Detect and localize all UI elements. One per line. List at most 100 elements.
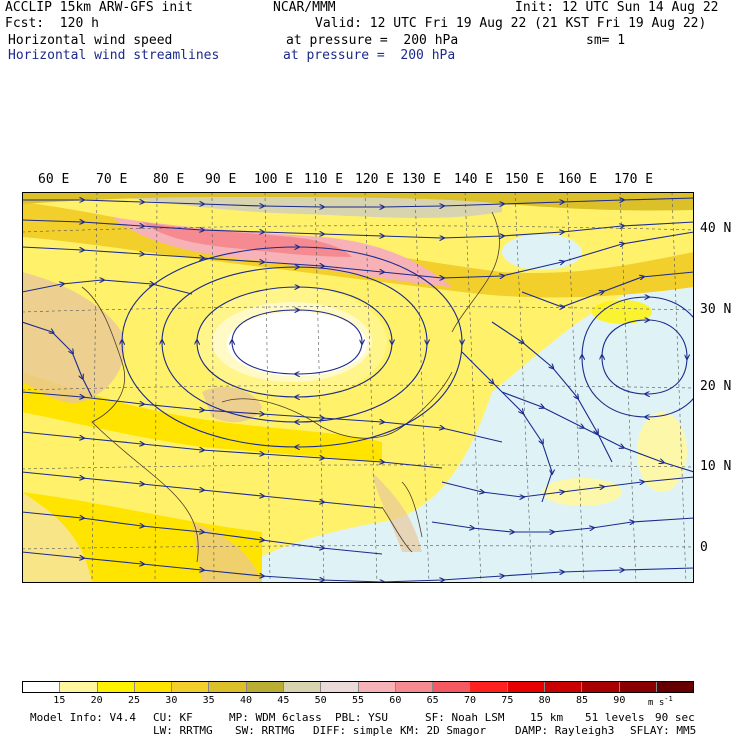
colorbar-tick-label: 45 xyxy=(277,695,290,706)
microphysics-scheme: MP: WDM 6class xyxy=(229,711,322,724)
colorbar-tick-label: 80 xyxy=(538,695,551,706)
lon-gridline xyxy=(619,192,637,583)
smoothing-label: sm= 1 xyxy=(586,33,626,48)
lon-gridline xyxy=(364,192,378,583)
colorbar-swatch xyxy=(134,682,173,692)
colorbar-swatch xyxy=(507,682,545,692)
km-scheme: KM: 2D Smagor xyxy=(400,724,487,737)
lon-label: 140 E xyxy=(454,172,494,187)
colorbar-swatch xyxy=(97,682,135,692)
streamline xyxy=(22,471,383,509)
streamline xyxy=(501,391,694,473)
speed-patch xyxy=(542,478,622,506)
wind-speed-map xyxy=(22,192,694,583)
colorbar-swatch xyxy=(582,682,620,692)
lon-gridline xyxy=(514,192,533,583)
cumulus-scheme: CU: KF xyxy=(153,711,193,724)
colorbar-tick-label: 30 xyxy=(165,695,178,706)
pbl-scheme: PBL: YSU xyxy=(335,711,388,724)
colorbar-swatch xyxy=(395,682,434,692)
lon-label: 80 E xyxy=(153,172,185,187)
colorbar-tick-label: 50 xyxy=(314,695,327,706)
colorbar-swatch xyxy=(23,682,61,692)
lon-label: 160 E xyxy=(558,172,598,187)
colorbar-swatch xyxy=(433,682,471,692)
colorbar-tick-label: 40 xyxy=(239,695,253,706)
lon-gridline xyxy=(464,192,482,583)
lat-label: 20 N xyxy=(700,379,732,394)
lat-label: 0 xyxy=(700,540,708,555)
lon-label: 170 E xyxy=(614,172,654,187)
land-area xyxy=(22,492,92,583)
colorbar-tick-label: 35 xyxy=(202,695,215,706)
colorbar-tick-label: 70 xyxy=(463,695,477,706)
anticyclone-core xyxy=(227,312,367,376)
forecast-hour: Fcst: 120 h xyxy=(5,16,99,31)
lat-label: 30 N xyxy=(700,302,732,317)
model-title: ACCLIP 15km ARW-GFS init xyxy=(5,0,193,15)
colorbar-tick-label: 20 xyxy=(90,695,103,706)
lon-label: 100 E xyxy=(254,172,294,187)
lon-label: 120 E xyxy=(355,172,395,187)
streamline xyxy=(431,517,694,532)
lon-label: 130 E xyxy=(402,172,442,187)
streamline xyxy=(441,476,694,497)
lat-gridline xyxy=(22,384,694,391)
colorbar-tick-label: 75 xyxy=(501,695,514,706)
colorbar-tick-label: 55 xyxy=(351,695,365,706)
lon-label: 60 E xyxy=(38,172,70,187)
grid-spacing: 15 km xyxy=(530,711,564,724)
colorbar-swatch xyxy=(321,682,359,692)
lon-label: 90 E xyxy=(205,172,237,187)
lat-gridline xyxy=(22,545,694,550)
lat-label: 40 N xyxy=(700,221,732,236)
colorbar-swatch xyxy=(619,682,657,692)
colorbar-swatch xyxy=(470,682,508,692)
coastline xyxy=(381,481,423,553)
vertical-levels: 51 levels xyxy=(585,711,645,724)
lat-label: 10 N xyxy=(700,459,732,474)
lon-label: 70 E xyxy=(96,172,128,187)
streamline xyxy=(22,198,694,207)
streamline xyxy=(22,511,383,555)
lat-gridline xyxy=(22,464,694,470)
lon-gridline xyxy=(414,192,430,583)
colorbar-swatch xyxy=(544,682,583,692)
lon-label: 150 E xyxy=(505,172,545,187)
colorbar-tick-label: 60 xyxy=(389,695,402,706)
land-area xyxy=(372,472,422,552)
wind-speed-colorbar xyxy=(22,681,694,693)
map-frame xyxy=(22,192,694,583)
colorbar-swatch xyxy=(172,682,210,692)
lon-gridline xyxy=(566,192,585,583)
field1-level: at pressure = 200 hPa xyxy=(286,33,459,48)
colorbar-tick-label: 65 xyxy=(426,695,439,706)
surface-layer-scheme: SFLAY: MM5 xyxy=(630,724,697,737)
colorbar-swatch xyxy=(60,682,98,692)
colorbar-units: m s-1 xyxy=(648,695,673,708)
lon-label: 110 E xyxy=(304,172,344,187)
streamline xyxy=(22,391,503,443)
streamline xyxy=(521,271,694,307)
colorbar-swatch xyxy=(209,682,247,692)
time-step: 90 sec xyxy=(655,711,695,724)
streamline xyxy=(22,280,193,295)
streamline xyxy=(22,551,694,582)
streamline xyxy=(22,431,443,469)
field1-name: Horizontal wind speed xyxy=(8,33,173,48)
jet-band xyxy=(22,192,694,211)
colorbar-swatch xyxy=(358,682,396,692)
lon-gridline xyxy=(671,192,687,583)
init-time: Init: 12 UTC Sun 14 Aug 22 xyxy=(515,0,719,15)
colorbar-tick-label: 90 xyxy=(613,695,626,706)
colorbar-tick-label: 15 xyxy=(53,695,66,706)
field2-level: at pressure = 200 hPa xyxy=(283,48,456,63)
colorbar-tick-label: 25 xyxy=(127,695,141,706)
longwave-scheme: LW: RRTMG xyxy=(153,724,213,737)
center-label: NCAR/MMM xyxy=(273,0,336,15)
colorbar-swatch xyxy=(656,682,694,692)
surface-scheme: SF: Noah LSM xyxy=(425,711,505,724)
colorbar-swatch xyxy=(283,682,322,692)
colorbar-tick-label: 85 xyxy=(575,695,589,706)
streamline xyxy=(22,321,93,398)
